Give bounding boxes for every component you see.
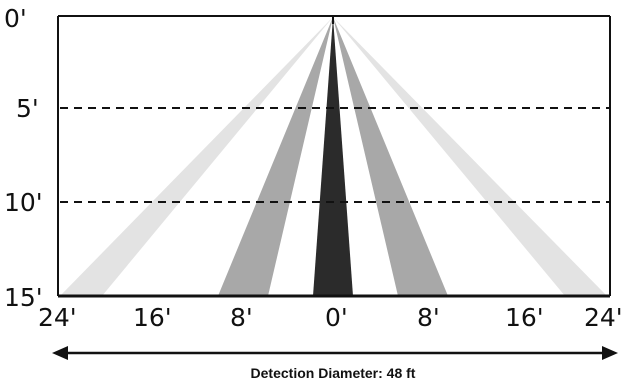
x-tick-label: 24' — [584, 303, 623, 332]
y-tick-label: 0' — [4, 4, 27, 33]
x-tick-label: 0' — [325, 303, 348, 332]
y-tick-label: 10' — [4, 188, 43, 217]
x-tick-label: 16' — [133, 303, 172, 332]
arrow-head-right-icon — [602, 346, 618, 360]
x-tick-label: 8' — [417, 303, 440, 332]
middle-beam-right — [333, 17, 448, 296]
detection-diameter-caption: Detection Diameter: 48 ft — [251, 365, 416, 381]
x-tick-label: 24' — [38, 303, 77, 332]
y-tick-label: 15' — [4, 283, 43, 312]
arrow-head-left-icon — [52, 346, 68, 360]
outer-beam-left — [60, 17, 333, 296]
middle-beam-left — [218, 17, 333, 296]
y-tick-label: 5' — [16, 94, 39, 123]
x-tick-label: 16' — [505, 303, 544, 332]
outer-beam-right — [333, 17, 607, 296]
center-beam — [313, 17, 353, 296]
x-tick-label: 8' — [230, 303, 253, 332]
